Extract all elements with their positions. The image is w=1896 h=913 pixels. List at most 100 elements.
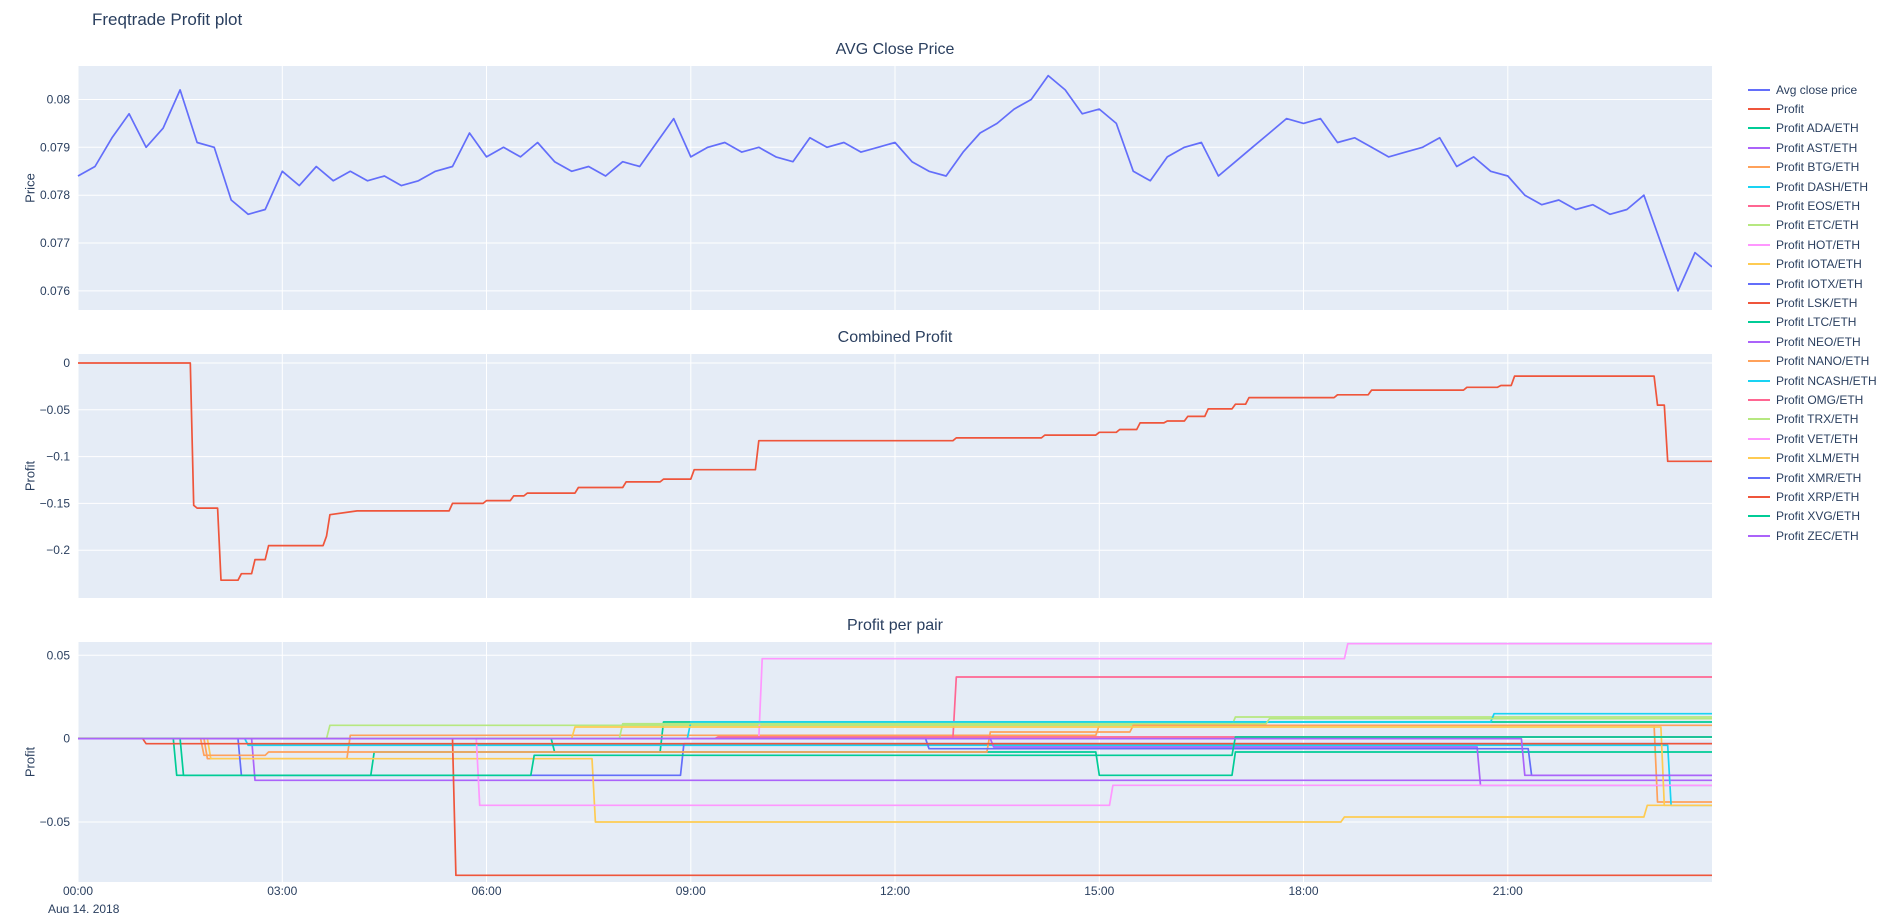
legend-line-swatch (1748, 379, 1770, 382)
combined-profit-plot[interactable]: 0 −0.05 −0.1 −0.15 −0.2 (0, 354, 1712, 598)
legend-label: Profit BTG/ETH (1776, 160, 1860, 175)
series-profit-nano-eth[interactable] (78, 724, 1712, 757)
legend-label: Profit OMG/ETH (1776, 392, 1864, 407)
legend-label: Profit XVG/ETH (1776, 509, 1861, 524)
x-tick-label: 15:00 (1084, 884, 1115, 898)
y-tick-label: 0.08 (47, 93, 71, 107)
y-tick-label: −0.2 (46, 543, 70, 557)
profit-per-pair-plot-row: Profit 0.05 0 −0.05 (0, 642, 1712, 882)
legend-label: Profit NANO/ETH (1776, 354, 1870, 369)
legend-item-profit-xlm-eth[interactable]: Profit XLM/ETH (1748, 448, 1896, 467)
x-tick-label: 06:00 (471, 884, 502, 898)
legend-item-profit-omg-eth[interactable]: Profit OMG/ETH (1748, 390, 1896, 409)
legend-item-profit-dash-eth[interactable]: Profit DASH/ETH (1748, 177, 1896, 196)
legend-item-profit-btg-eth[interactable]: Profit BTG/ETH (1748, 158, 1896, 177)
legend-label: Profit VET/ETH (1776, 431, 1859, 446)
legend-item-profit-xmr-eth[interactable]: Profit XMR/ETH (1748, 468, 1896, 487)
legend-label: Profit ETC/ETH (1776, 218, 1859, 233)
legend-line-swatch (1748, 88, 1770, 91)
legend-line-swatch (1748, 127, 1770, 130)
series-avg-close-price[interactable] (77, 74, 1712, 292)
legend-line-swatch (1748, 146, 1770, 149)
y-tick-label: −0.05 (40, 403, 71, 417)
series-profit-btg-eth[interactable] (78, 724, 1712, 803)
x-tick-label: 03:00 (267, 884, 298, 898)
y-tick-label: 0.078 (40, 188, 70, 202)
legend-line-swatch (1748, 205, 1770, 208)
series-profit-iota-eth[interactable] (78, 737, 1712, 823)
chart-area: AVG Close Price Price 0.08 0.079 0.078 0.07… (0, 38, 1712, 913)
legend-line-swatch (1748, 166, 1770, 169)
legend-item-avg-close-price[interactable]: Avg close price (1748, 80, 1896, 99)
legend-label: Profit AST/ETH (1776, 140, 1858, 155)
x-tick-label: 00:00 (62, 884, 94, 898)
y-axis-title-price: Price (22, 173, 38, 203)
y-tick-label: −0.15 (40, 496, 71, 510)
legend-item-profit-trx-eth[interactable]: Profit TRX/ETH (1748, 410, 1896, 429)
legend-line-swatch (1748, 321, 1770, 324)
legend-item-profit-etc-eth[interactable]: Profit ETC/ETH (1748, 216, 1896, 235)
profit-per-pair-plot[interactable]: 0.05 0 −0.05 (0, 642, 1712, 882)
legend-label: Profit (1776, 102, 1805, 117)
legend-label: Profit ZEC/ETH (1776, 528, 1859, 543)
legend-label: Profit NEO/ETH (1776, 334, 1861, 349)
legend-label: Profit NCASH/ETH (1776, 373, 1877, 388)
legend-label: Profit ADA/ETH (1776, 121, 1859, 136)
legend-line-swatch (1748, 418, 1770, 421)
legend-item-profit-ast-eth[interactable]: Profit AST/ETH (1748, 138, 1896, 157)
legend-item-profit[interactable]: Profit (1748, 99, 1896, 118)
legend-label: Avg close price (1776, 82, 1858, 97)
legend-item-profit-zec-eth[interactable]: Profit ZEC/ETH (1748, 526, 1896, 545)
legend-label: Profit HOT/ETH (1776, 237, 1861, 252)
legend-line-swatch (1748, 263, 1770, 266)
legend-line-swatch (1748, 476, 1770, 479)
y-tick-label: −0.05 (40, 815, 71, 829)
series-profit-zec-eth[interactable] (78, 737, 1712, 777)
legend-line-swatch (1748, 360, 1770, 363)
legend-item-profit-iotx-eth[interactable]: Profit IOTX/ETH (1748, 274, 1896, 293)
legend-item-profit-eos-eth[interactable]: Profit EOS/ETH (1748, 196, 1896, 215)
legend-line-swatch (1748, 224, 1770, 227)
combined-profit-plot-row: Profit 0 −0.05 −0.1 −0.15 −0.2 (0, 354, 1712, 598)
legend-item-profit-lsk-eth[interactable]: Profit LSK/ETH (1748, 293, 1896, 312)
legend-item-profit-nano-eth[interactable]: Profit NANO/ETH (1748, 351, 1896, 370)
legend-item-profit-vet-eth[interactable]: Profit VET/ETH (1748, 429, 1896, 448)
legend-item-profit-ncash-eth[interactable]: Profit NCASH/ETH (1748, 371, 1896, 390)
y-tick-label: 0.077 (40, 236, 70, 250)
legend-item-profit-hot-eth[interactable]: Profit HOT/ETH (1748, 235, 1896, 254)
page-title: Freqtrade Profit plot (92, 10, 243, 29)
y-tick-label: 0.076 (40, 284, 70, 298)
legend-item-profit-xrp-eth[interactable]: Profit XRP/ETH (1748, 487, 1896, 506)
series-profit[interactable] (78, 362, 1712, 582)
legend-label: Profit XRP/ETH (1776, 489, 1860, 504)
series-profit-xvg-eth[interactable] (78, 736, 1712, 777)
subplot-profit-per-pair: Profit per pair Profit 0.05 0 −0.05 (0, 614, 1712, 882)
legend-item-profit-ada-eth[interactable]: Profit ADA/ETH (1748, 119, 1896, 138)
y-tick-label: 0 (63, 356, 70, 370)
legend-label: Profit DASH/ETH (1776, 179, 1869, 194)
x-tick-label: 09:00 (675, 884, 706, 898)
legend-item-profit-xvg-eth[interactable]: Profit XVG/ETH (1748, 507, 1896, 526)
subplot-avg-close-price: AVG Close Price Price 0.08 0.079 0.078 0.07… (0, 38, 1712, 310)
legend-line-swatch (1748, 282, 1770, 285)
legend-label: Profit XLM/ETH (1776, 451, 1860, 466)
y-axis-title-profit-combined: Profit (22, 460, 38, 492)
legend-item-profit-neo-eth[interactable]: Profit NEO/ETH (1748, 332, 1896, 351)
y-tick-label: 0 (63, 732, 70, 746)
series-profit-ltc-eth[interactable] (78, 737, 1712, 777)
legend-line-swatch (1748, 185, 1770, 188)
legend-item-profit-ltc-eth[interactable]: Profit LTC/ETH (1748, 313, 1896, 332)
y-tick-label: 0.079 (40, 140, 70, 154)
legend-label: Profit EOS/ETH (1776, 199, 1861, 214)
avg-close-price-plot-row: Price 0.08 0.079 0.078 0.077 0.076 (0, 66, 1712, 310)
legend-line-swatch (1748, 495, 1770, 498)
x-tick-label: 12:00 (879, 884, 911, 898)
subplot-combined-profit-title: Combined Profit (837, 329, 953, 346)
avg-close-price-plot[interactable]: 0.08 0.079 0.078 0.077 0.076 (0, 66, 1712, 310)
legend-item-profit-iota-eth[interactable]: Profit IOTA/ETH (1748, 255, 1896, 274)
legend-label: Profit LSK/ETH (1776, 295, 1858, 310)
legend-line-swatch (1748, 108, 1770, 111)
legend-line-swatch (1748, 457, 1770, 460)
legend-label: Profit IOTX/ETH (1776, 276, 1863, 291)
